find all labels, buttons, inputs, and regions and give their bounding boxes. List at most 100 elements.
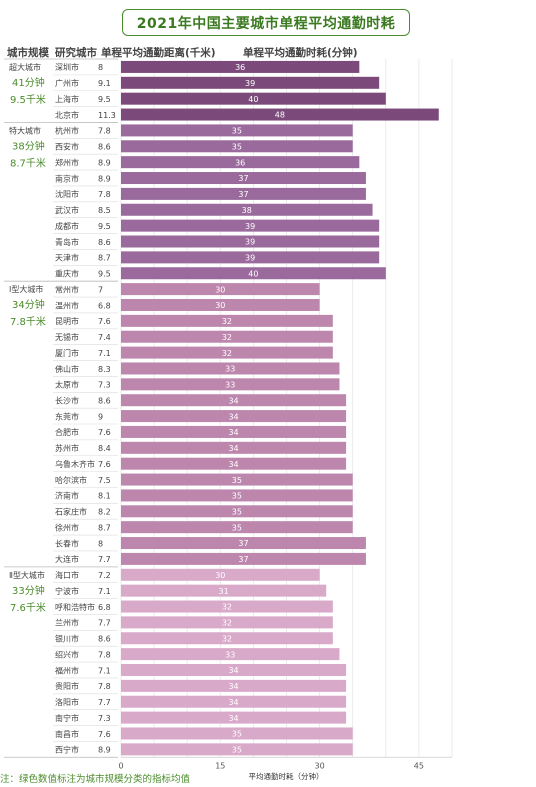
bar-value-label: 35 <box>232 730 242 739</box>
city-label: 西宁市 <box>55 745 79 755</box>
group-name: 超大城市 <box>9 62 41 72</box>
distance-label: 7.4 <box>98 333 111 342</box>
bar <box>121 505 353 518</box>
city-label: 沈阳市 <box>55 189 79 199</box>
city-label: 福州市 <box>55 665 79 675</box>
header-distance: 单程平均通勤距离(千米) <box>101 47 216 59</box>
distance-label: 8.6 <box>98 143 111 152</box>
distance-label: 9.5 <box>98 270 111 279</box>
bar <box>121 600 333 613</box>
bar <box>121 727 353 740</box>
distance-label: 9.5 <box>98 95 111 104</box>
distance-label: 8 <box>98 539 103 548</box>
city-label: 东莞市 <box>55 411 79 421</box>
city-label: 徐州市 <box>55 522 79 532</box>
bar <box>121 473 353 486</box>
bar-value-label: 34 <box>228 698 238 707</box>
bar <box>121 172 366 185</box>
city-label: 广州市 <box>55 78 79 88</box>
x-tick-label: 30 <box>315 761 325 770</box>
bar-value-label: 39 <box>245 222 255 231</box>
distance-label: 7.6 <box>98 317 111 326</box>
distance-label: 7.6 <box>98 428 111 437</box>
bar <box>121 584 327 597</box>
bar <box>121 441 347 454</box>
bar-value-label: 38 <box>242 206 252 215</box>
city-label: 昆明市 <box>55 316 79 326</box>
distance-label: 7.1 <box>98 587 111 596</box>
distance-label: 8.2 <box>98 508 111 517</box>
group-avg-time: 38分钟 <box>12 139 45 152</box>
city-label: 大连市 <box>55 554 79 564</box>
distance-label: 7.7 <box>98 555 111 564</box>
city-label: 厦门市 <box>55 348 79 358</box>
bar <box>121 330 333 343</box>
city-label: 乌鲁木齐市 <box>55 459 95 469</box>
bar-value-label: 34 <box>228 714 238 723</box>
city-label: 兰州市 <box>55 618 79 628</box>
distance-label: 7.7 <box>98 698 111 707</box>
chart-title: 2021年中国主要城市单程平均通勤时耗 <box>136 15 396 32</box>
distance-label: 8.6 <box>98 635 111 644</box>
distance-label: 8.1 <box>98 492 111 501</box>
bar-value-label: 35 <box>232 507 242 516</box>
city-label: 宁波市 <box>55 586 79 596</box>
bar <box>121 679 347 692</box>
distance-label: 8.9 <box>98 174 111 183</box>
header-city: 研究城市 <box>55 47 97 59</box>
distance-label: 8 <box>98 63 103 72</box>
city-label: 佛山市 <box>55 364 79 374</box>
bar-value-label: 32 <box>222 317 232 326</box>
bar-value-label: 37 <box>238 174 248 183</box>
city-label: 长沙市 <box>55 396 79 406</box>
city-label: 绍兴市 <box>55 649 79 659</box>
bar-value-label: 34 <box>228 396 238 405</box>
distance-label: 11.3 <box>98 111 116 120</box>
bar-value-label: 39 <box>245 254 255 263</box>
bar <box>121 314 333 327</box>
city-label: 南昌市 <box>55 729 79 739</box>
distance-label: 7.1 <box>98 349 111 358</box>
bar-value-label: 36 <box>235 63 245 72</box>
bar-value-label: 40 <box>248 269 258 278</box>
chart-title-box: 2021年中国主要城市单程平均通勤时耗 <box>122 9 410 36</box>
distance-label: 7 <box>98 285 103 294</box>
footnote: 注：绿色数值标注为城市规模分类的指标均值 <box>0 774 191 785</box>
city-label: 无锡市 <box>55 332 79 342</box>
bar-value-label: 32 <box>222 634 232 643</box>
city-label: 常州市 <box>55 284 79 294</box>
bar <box>121 394 347 407</box>
bar-value-label: 35 <box>232 523 242 532</box>
x-axis-title: 平均通勤时耗（分钟） <box>249 771 324 781</box>
distance-label: 9 <box>98 412 103 421</box>
city-label: 洛阳市 <box>55 697 79 707</box>
city-label: 青岛市 <box>55 237 79 247</box>
distance-label: 6.8 <box>98 603 111 612</box>
distance-label: 8.9 <box>98 746 111 755</box>
city-label: 苏州市 <box>55 443 79 453</box>
x-tick-label: 15 <box>215 761 225 770</box>
bar <box>121 203 373 216</box>
bar-value-label: 37 <box>238 539 248 548</box>
distance-label: 8.5 <box>98 206 111 215</box>
bar-value-label: 34 <box>228 460 238 469</box>
city-label: 贵阳市 <box>55 681 79 691</box>
x-tick-label: 0 <box>118 761 123 770</box>
city-label: 合肥市 <box>55 427 79 437</box>
bar <box>121 648 340 661</box>
group-avg-distance: 9.5千米 <box>10 93 46 106</box>
bar-value-label: 35 <box>232 476 242 485</box>
bar-value-label: 39 <box>245 79 255 88</box>
distance-label: 7.8 <box>98 650 111 659</box>
bar-value-label: 30 <box>215 301 225 310</box>
bar-value-label: 32 <box>222 603 232 612</box>
bar-value-label: 32 <box>222 333 232 342</box>
bar <box>121 616 333 629</box>
distance-label: 8.6 <box>98 238 111 247</box>
bar-value-label: 37 <box>238 555 248 564</box>
distance-label: 9.1 <box>98 79 111 88</box>
city-label: 天津市 <box>55 253 79 263</box>
bar-value-label: 35 <box>232 142 242 151</box>
distance-label: 7.8 <box>98 682 111 691</box>
bar-value-label: 48 <box>275 111 285 120</box>
